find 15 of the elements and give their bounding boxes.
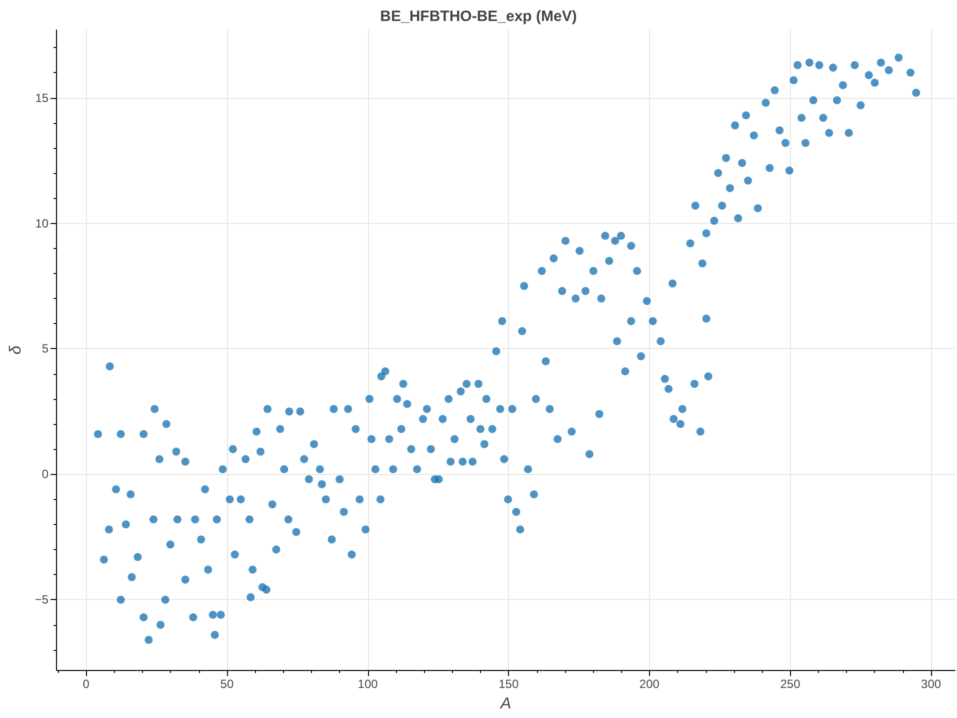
y-tick-label: 10 (35, 216, 49, 230)
x-tick-label: 150 (498, 677, 519, 691)
x-tick-label: 0 (82, 677, 90, 691)
x-tick-label: 50 (220, 677, 234, 691)
x-tick-label: 100 (358, 677, 378, 691)
y-tick-label: 15 (35, 90, 49, 105)
y-tick-label: −5 (34, 592, 49, 607)
x-tick-label: 250 (780, 677, 801, 691)
y-tick-label: 5 (42, 342, 49, 356)
y-axis-title: δ (8, 344, 24, 354)
y-tick-label: 0 (42, 467, 49, 482)
x-axis-title: A (499, 696, 512, 712)
x-tick-label: 300 (921, 677, 942, 691)
x-tick-label: 200 (639, 677, 660, 691)
chart-title: BE_HFBTHO-BE_exp (MeV) (380, 8, 577, 25)
